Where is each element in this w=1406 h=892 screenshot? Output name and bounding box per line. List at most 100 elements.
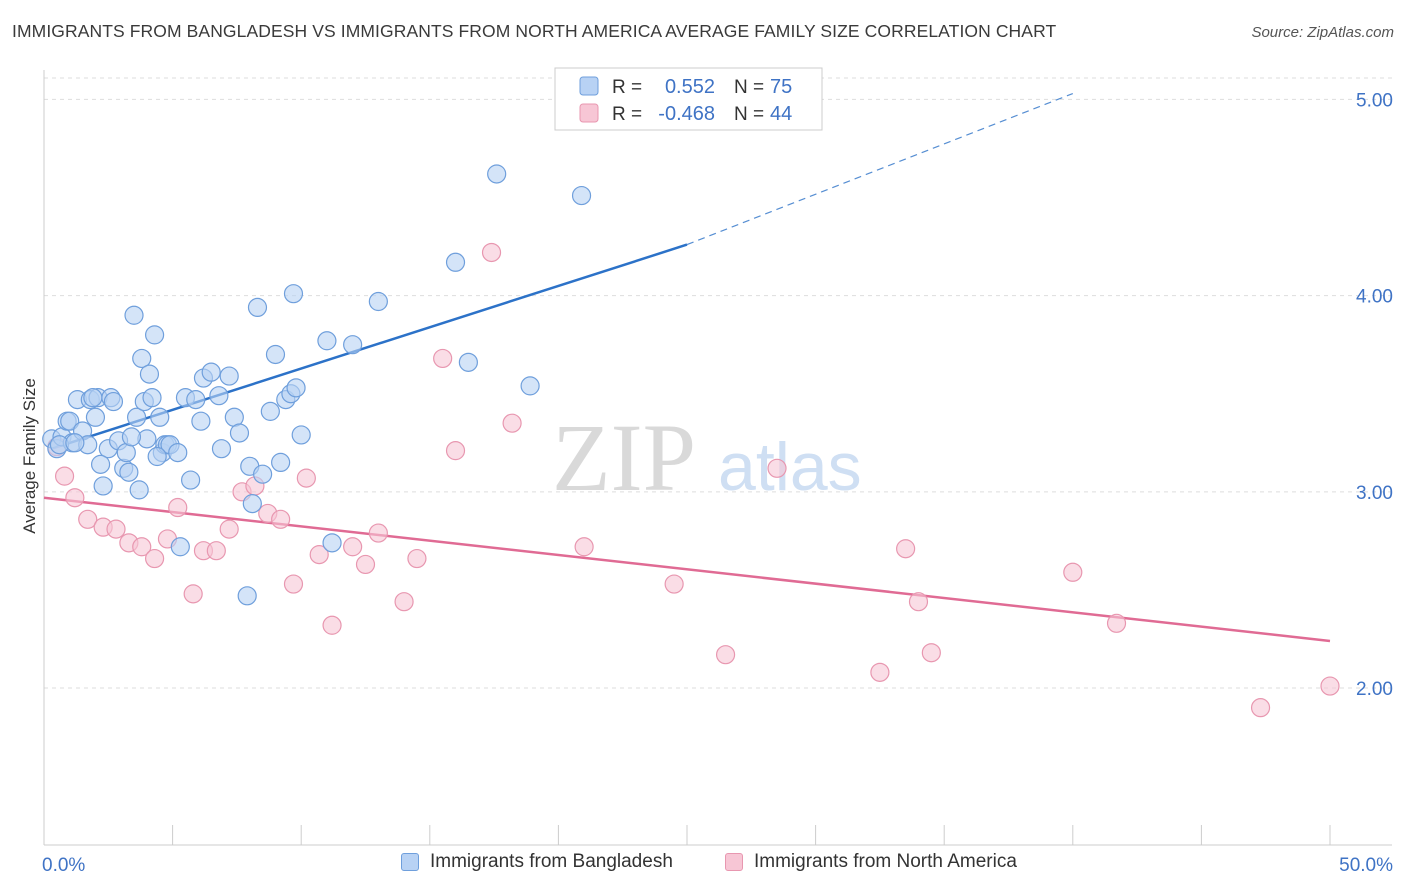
point-bangladesh-67 xyxy=(520,376,540,396)
y-tick-label-3: 5.00 xyxy=(1356,90,1393,111)
x-axis-ticks xyxy=(43,825,1331,845)
bottom-legend-label-north-america: Immigrants from North America xyxy=(754,851,1017,872)
bottom-legend-swatch-blue xyxy=(401,853,419,871)
point-bangladesh-16 xyxy=(83,388,103,408)
point-north-america-20 xyxy=(296,468,316,488)
y-axis-tick-labels: 2.00 3.00 4.00 5.00 xyxy=(1356,90,1393,700)
point-bangladesh-53 xyxy=(265,344,286,365)
legend-n-value-pink: 44 xyxy=(770,103,792,125)
point-bangladesh-58 xyxy=(286,378,306,398)
point-north-america-10 xyxy=(168,497,188,518)
point-north-america-28 xyxy=(433,348,453,369)
point-north-america-29 xyxy=(445,441,466,461)
legend-n-label-pink: N = xyxy=(734,104,764,125)
y-tick-label-2: 4.00 xyxy=(1356,287,1393,308)
point-bangladesh-27 xyxy=(139,364,160,384)
point-bangladesh-50 xyxy=(247,297,268,318)
point-bangladesh-43 xyxy=(209,386,229,406)
x-axis-tick-labels: 0.0% 50.0% xyxy=(42,855,1393,876)
watermark: ZIP atlas xyxy=(552,404,862,511)
point-north-america-13 xyxy=(206,541,226,561)
point-bangladesh-23 xyxy=(129,480,149,500)
y-axis-label: Average Family Size xyxy=(20,378,39,534)
point-bangladesh-15 xyxy=(103,391,124,412)
point-bangladesh-66 xyxy=(487,164,507,184)
point-north-america-30 xyxy=(481,242,502,263)
point-bangladesh-29 xyxy=(144,325,165,345)
point-bangladesh-39 xyxy=(186,390,206,410)
point-bangladesh-20 xyxy=(119,462,139,482)
bottom-legend-item-north-america: Immigrants from North America xyxy=(725,851,1017,873)
legend-n-value-blue: 75 xyxy=(770,76,792,98)
point-north-america-25 xyxy=(368,523,388,543)
point-north-america-38 xyxy=(908,592,929,612)
point-bangladesh-62 xyxy=(343,335,363,355)
trendline-north-america xyxy=(43,496,1331,643)
point-bangladesh-49 xyxy=(242,494,262,514)
point-north-america-14 xyxy=(219,519,239,539)
bottom-legend-item-bangladesh: Immigrants from Bangladesh xyxy=(401,851,673,873)
point-bangladesh-24 xyxy=(132,348,152,369)
point-north-america-5 xyxy=(106,519,126,539)
point-bangladesh-51 xyxy=(253,464,273,484)
point-bangladesh-57 xyxy=(283,284,304,304)
bottom-legend-swatch-pink xyxy=(725,853,743,871)
legend-r-label-pink: R = xyxy=(612,104,642,125)
legend-swatch-blue xyxy=(579,76,599,96)
chart-title: IMMIGRANTS FROM BANGLADESH VS IMMIGRANTS… xyxy=(12,21,1057,41)
data-points xyxy=(42,164,1340,718)
bottom-legend: Immigrants from Bangladesh Immigrants fr… xyxy=(0,851,1406,879)
point-north-america-37 xyxy=(896,539,916,559)
watermark-atlas: atlas xyxy=(718,429,862,505)
point-north-america-39 xyxy=(921,643,941,663)
point-north-america-11 xyxy=(183,584,203,604)
point-bangladesh-65 xyxy=(458,352,478,372)
point-bangladesh-30 xyxy=(150,407,170,427)
point-north-america-8 xyxy=(144,548,165,569)
trendlines xyxy=(43,92,1331,643)
legend-r-value-pink: -0.468 xyxy=(658,103,715,125)
source-credit: Source: ZipAtlas.com xyxy=(1251,24,1394,41)
legend-swatch-pink xyxy=(579,103,599,123)
point-north-america-26 xyxy=(394,592,414,612)
point-north-america-42 xyxy=(1250,698,1271,718)
point-bangladesh-6 xyxy=(60,411,80,431)
point-north-america-41 xyxy=(1106,613,1127,633)
y-tick-label-1: 3.00 xyxy=(1356,483,1393,504)
point-north-america-19 xyxy=(283,574,304,594)
point-north-america-35 xyxy=(767,458,787,478)
point-bangladesh-54 xyxy=(271,452,291,473)
point-bangladesh-64 xyxy=(445,252,466,272)
point-bangladesh-52 xyxy=(260,401,280,421)
point-north-america-32 xyxy=(574,537,594,557)
point-north-america-18 xyxy=(271,509,291,529)
point-bangladesh-22 xyxy=(126,407,147,427)
bottom-legend-label-bangladesh: Immigrants from Bangladesh xyxy=(430,851,673,872)
point-bangladesh-74 xyxy=(211,439,232,459)
point-bangladesh-10 xyxy=(85,407,106,427)
point-north-america-7 xyxy=(132,537,152,557)
point-north-america-22 xyxy=(322,615,342,635)
axes xyxy=(43,70,1392,846)
point-bangladesh-44 xyxy=(219,366,239,386)
point-north-america-1 xyxy=(54,466,75,486)
point-bangladesh-46 xyxy=(229,423,250,443)
point-bangladesh-21 xyxy=(124,305,144,325)
legend-box xyxy=(554,67,823,131)
point-bangladesh-72 xyxy=(121,427,142,447)
legend-r-label-blue: R = xyxy=(612,77,642,98)
point-bangladesh-28 xyxy=(142,388,162,408)
legend: R = 0.552 N = 75 R = -0.468 N = 44 xyxy=(554,67,823,131)
legend-r-value-blue: 0.552 xyxy=(665,76,715,98)
point-north-america-3 xyxy=(78,509,98,529)
point-bangladesh-60 xyxy=(317,331,337,351)
point-bangladesh-68 xyxy=(571,185,592,206)
point-north-america-24 xyxy=(355,554,376,575)
y-tick-label-0: 2.00 xyxy=(1356,679,1393,700)
point-bangladesh-42 xyxy=(201,362,221,382)
point-bangladesh-47 xyxy=(237,586,257,606)
point-bangladesh-59 xyxy=(291,425,311,445)
legend-n-label-blue: N = xyxy=(734,77,764,98)
point-bangladesh-36 xyxy=(170,537,190,557)
